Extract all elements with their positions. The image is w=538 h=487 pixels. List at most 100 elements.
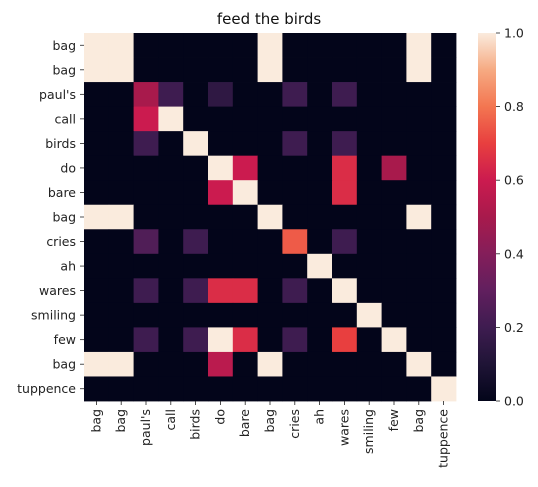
heatmap-cell (257, 33, 283, 58)
colorbar-tick-label: 0.8 (504, 99, 524, 114)
x-tick-label: wares (336, 409, 351, 446)
heatmap-cell (431, 131, 457, 157)
heatmap-cell (406, 180, 432, 206)
heatmap-cell (133, 351, 159, 377)
heatmap-cell (183, 302, 209, 328)
heatmap-cells (84, 33, 457, 402)
y-axis: bag bag paul's call birds do bare bag cries ah war… (17, 38, 84, 396)
heatmap-cell (307, 106, 333, 132)
heatmap-cell (183, 351, 209, 377)
heatmap-cell (406, 351, 432, 377)
heatmap-cell (332, 278, 358, 304)
heatmap-cell (183, 180, 209, 206)
x-tick-label: bag (113, 409, 128, 433)
x-tick-label: call (163, 409, 178, 430)
y-tick-label: paul's (39, 87, 76, 102)
heatmap-cell (158, 376, 184, 402)
x-tick-label: bag (88, 409, 103, 433)
heatmap-cell (232, 180, 258, 206)
heatmap-cell (84, 33, 110, 58)
heatmap-cell (133, 278, 159, 304)
heatmap-cell (381, 253, 407, 279)
heatmap-cell (84, 253, 110, 279)
heatmap-cell (406, 82, 432, 107)
heatmap-cell (406, 376, 432, 402)
heatmap-cell (406, 33, 432, 58)
heatmap-cell (431, 253, 457, 279)
heatmap-cell (356, 106, 382, 132)
heatmap-cell (158, 155, 184, 181)
heatmap-cell (282, 82, 308, 107)
heatmap-cell (232, 351, 258, 377)
heatmap-cell (232, 82, 258, 107)
heatmap-cell (108, 155, 134, 181)
heatmap-cell (158, 302, 184, 328)
heatmap-cell (332, 57, 358, 83)
heatmap-cell (257, 106, 283, 132)
heatmap-cell (356, 302, 382, 328)
heatmap-cell (257, 253, 283, 279)
heatmap-cell (183, 253, 209, 279)
heatmap-cell (356, 376, 382, 402)
y-tick-label: smiling (31, 308, 76, 323)
heatmap-cell (208, 33, 234, 58)
y-tick-label: bag (52, 210, 76, 225)
heatmap-cell (108, 57, 134, 83)
heatmap-cell (84, 155, 110, 181)
heatmap-cell (208, 204, 234, 230)
heatmap-cell (406, 302, 432, 328)
x-tick-label: bare (237, 409, 252, 437)
heatmap-cell (183, 229, 209, 255)
heatmap-cell (307, 131, 333, 157)
heatmap-cell (356, 82, 382, 107)
heatmap-cell (84, 106, 110, 132)
y-tick-label: tuppence (17, 381, 76, 396)
heatmap-cell (84, 376, 110, 402)
heatmap-cell (133, 82, 159, 107)
y-tick-label: birds (45, 136, 76, 151)
heatmap-cell (158, 229, 184, 255)
heatmap-cell (282, 33, 308, 58)
heatmap-cell (431, 155, 457, 181)
heatmap-cell (133, 155, 159, 181)
heatmap-cell (332, 33, 358, 58)
heatmap-cell (257, 351, 283, 377)
heatmap-cell (257, 204, 283, 230)
heatmap-cell (133, 204, 159, 230)
x-tick-label: bag (411, 409, 426, 433)
y-tick-label: few (54, 332, 76, 347)
x-axis: bag bag paul's call birds do bare bag cries ah war… (88, 401, 451, 468)
heatmap-cell (158, 327, 184, 353)
colorbar-tick-label: 1.0 (504, 26, 524, 41)
x-tick-label: tuppence (436, 409, 451, 468)
colorbar-tick-label: 0.6 (504, 173, 524, 188)
heatmap-cell (232, 57, 258, 83)
heatmap-cell (232, 33, 258, 58)
y-tick-label: bag (52, 357, 76, 372)
heatmap-cell (406, 204, 432, 230)
heatmap-cell (133, 33, 159, 58)
heatmap-cell (257, 376, 283, 402)
x-tick-label: do (212, 409, 227, 425)
y-tick-label: call (55, 111, 76, 126)
heatmap-cell (208, 57, 234, 83)
heatmap-cell (406, 253, 432, 279)
heatmap-cell (208, 278, 234, 304)
heatmap-cell (431, 278, 457, 304)
heatmap-cell (356, 33, 382, 58)
heatmap-cell (406, 106, 432, 132)
heatmap-cell (307, 302, 333, 328)
heatmap-cell (332, 376, 358, 402)
heatmap-cell (282, 302, 308, 328)
x-tick-label: cries (287, 409, 302, 439)
heatmap-cell (332, 180, 358, 206)
heatmap-cell (307, 204, 333, 230)
heatmap-cell (108, 302, 134, 328)
heatmap-cell (108, 327, 134, 353)
heatmap-cell (183, 57, 209, 83)
heatmap-cell (183, 204, 209, 230)
x-tick-label: bag (262, 409, 277, 433)
heatmap-cell (356, 131, 382, 157)
heatmap-cell (282, 131, 308, 157)
heatmap-cell (431, 33, 457, 58)
